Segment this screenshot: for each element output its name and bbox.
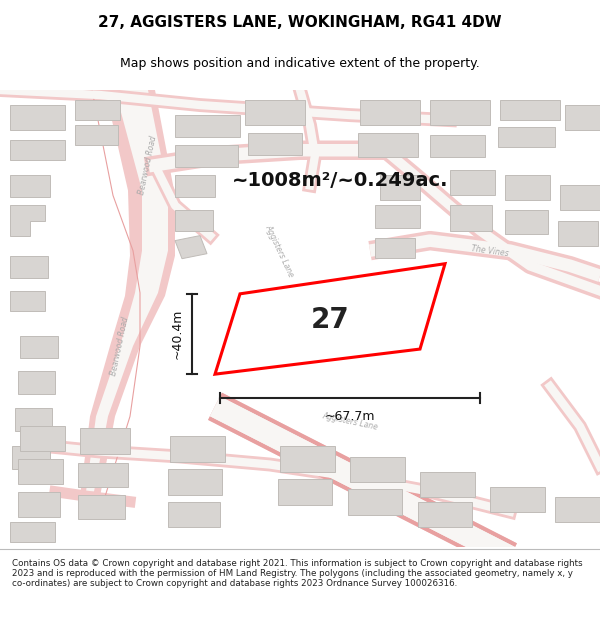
Polygon shape <box>86 90 168 492</box>
Polygon shape <box>75 125 118 145</box>
Text: Bearwood Road: Bearwood Road <box>137 135 158 196</box>
Polygon shape <box>248 133 302 155</box>
Polygon shape <box>175 236 207 259</box>
Polygon shape <box>498 127 555 148</box>
Polygon shape <box>350 456 405 482</box>
Polygon shape <box>20 426 65 451</box>
Text: ~40.4m: ~40.4m <box>171 309 184 359</box>
Polygon shape <box>558 221 598 246</box>
Polygon shape <box>10 291 45 311</box>
Polygon shape <box>175 211 213 231</box>
Polygon shape <box>10 176 50 198</box>
Polygon shape <box>75 100 120 120</box>
Text: Map shows position and indicative extent of the property.: Map shows position and indicative extent… <box>120 56 480 69</box>
Polygon shape <box>10 256 48 278</box>
Text: Contains OS data © Crown copyright and database right 2021. This information is : Contains OS data © Crown copyright and d… <box>12 559 583 588</box>
Polygon shape <box>360 100 420 125</box>
Polygon shape <box>278 479 332 505</box>
Polygon shape <box>168 469 222 494</box>
Text: The Vines: The Vines <box>471 244 509 258</box>
Text: 27: 27 <box>311 306 349 334</box>
Polygon shape <box>505 176 550 201</box>
Polygon shape <box>280 446 335 472</box>
Text: 27, AGGISTERS LANE, WOKINGHAM, RG41 4DW: 27, AGGISTERS LANE, WOKINGHAM, RG41 4DW <box>98 15 502 30</box>
Polygon shape <box>375 206 420 228</box>
Polygon shape <box>375 238 415 258</box>
Polygon shape <box>245 100 305 125</box>
Polygon shape <box>175 176 215 198</box>
Polygon shape <box>490 487 545 512</box>
Text: Bearwood Road: Bearwood Road <box>109 316 131 376</box>
Polygon shape <box>10 105 65 130</box>
Polygon shape <box>418 502 472 527</box>
Polygon shape <box>80 428 130 454</box>
Text: Aggisters Lane: Aggisters Lane <box>264 223 296 278</box>
Polygon shape <box>358 133 418 158</box>
Polygon shape <box>20 336 58 358</box>
Polygon shape <box>12 446 50 469</box>
Polygon shape <box>18 492 60 517</box>
Polygon shape <box>175 145 238 168</box>
Polygon shape <box>430 135 485 158</box>
Polygon shape <box>10 140 65 160</box>
Polygon shape <box>10 206 45 236</box>
Polygon shape <box>168 502 220 527</box>
Polygon shape <box>170 436 225 461</box>
Polygon shape <box>430 100 490 125</box>
Polygon shape <box>15 408 52 431</box>
Polygon shape <box>555 497 600 522</box>
Text: ~1008m²/~0.249ac.: ~1008m²/~0.249ac. <box>232 171 448 190</box>
Polygon shape <box>348 489 402 515</box>
Polygon shape <box>560 186 600 211</box>
Polygon shape <box>380 176 420 201</box>
Polygon shape <box>565 105 600 130</box>
Text: Aggisters Lane: Aggisters Lane <box>321 411 379 432</box>
Polygon shape <box>18 459 63 484</box>
Polygon shape <box>450 206 492 231</box>
Polygon shape <box>450 171 495 196</box>
Polygon shape <box>505 211 548 234</box>
Polygon shape <box>78 462 128 487</box>
Polygon shape <box>80 90 175 497</box>
Polygon shape <box>18 371 55 394</box>
Polygon shape <box>78 494 125 519</box>
Text: ~67.7m: ~67.7m <box>325 411 375 423</box>
Polygon shape <box>175 115 240 138</box>
Polygon shape <box>420 472 475 497</box>
Polygon shape <box>500 100 560 120</box>
Polygon shape <box>10 522 55 542</box>
